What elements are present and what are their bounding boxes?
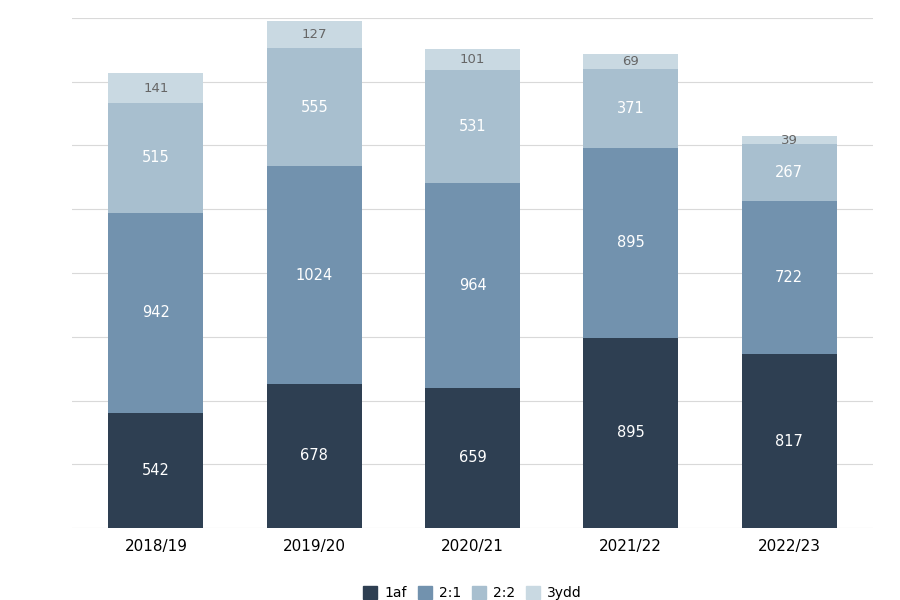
Bar [425,70,520,183]
Text: 555: 555 [301,100,328,115]
Bar [583,54,679,69]
Bar [266,166,362,384]
Bar [108,212,203,413]
Bar [742,201,837,355]
Text: 542: 542 [142,463,170,478]
Bar [583,148,679,338]
Text: 659: 659 [459,451,486,466]
Bar [583,69,679,148]
Text: 101: 101 [460,53,485,66]
Text: 817: 817 [775,434,803,449]
Text: 722: 722 [775,270,803,285]
Bar [108,73,203,103]
Text: 895: 895 [616,235,644,250]
Bar [425,183,520,388]
Legend: 1af, 2:1, 2:2, 3ydd: 1af, 2:1, 2:2, 3ydd [358,581,587,600]
Bar [425,49,520,70]
Bar [266,384,362,528]
Bar [108,103,203,212]
Text: 69: 69 [623,55,639,68]
Text: 515: 515 [142,151,170,166]
Bar [583,338,679,528]
Bar [266,49,362,166]
Text: 127: 127 [302,28,327,41]
Text: 531: 531 [459,119,486,134]
Text: 141: 141 [143,82,168,95]
Bar [108,413,203,528]
Bar [742,136,837,144]
Text: 678: 678 [301,448,328,463]
Text: 39: 39 [780,134,797,146]
Text: 267: 267 [775,165,803,180]
Bar [425,388,520,528]
Text: 942: 942 [142,305,170,320]
Text: 1024: 1024 [295,268,333,283]
Text: 371: 371 [616,101,644,116]
Text: 964: 964 [459,278,486,293]
Text: 895: 895 [616,425,644,440]
Bar [742,144,837,201]
Bar [742,355,837,528]
Bar [266,22,362,49]
